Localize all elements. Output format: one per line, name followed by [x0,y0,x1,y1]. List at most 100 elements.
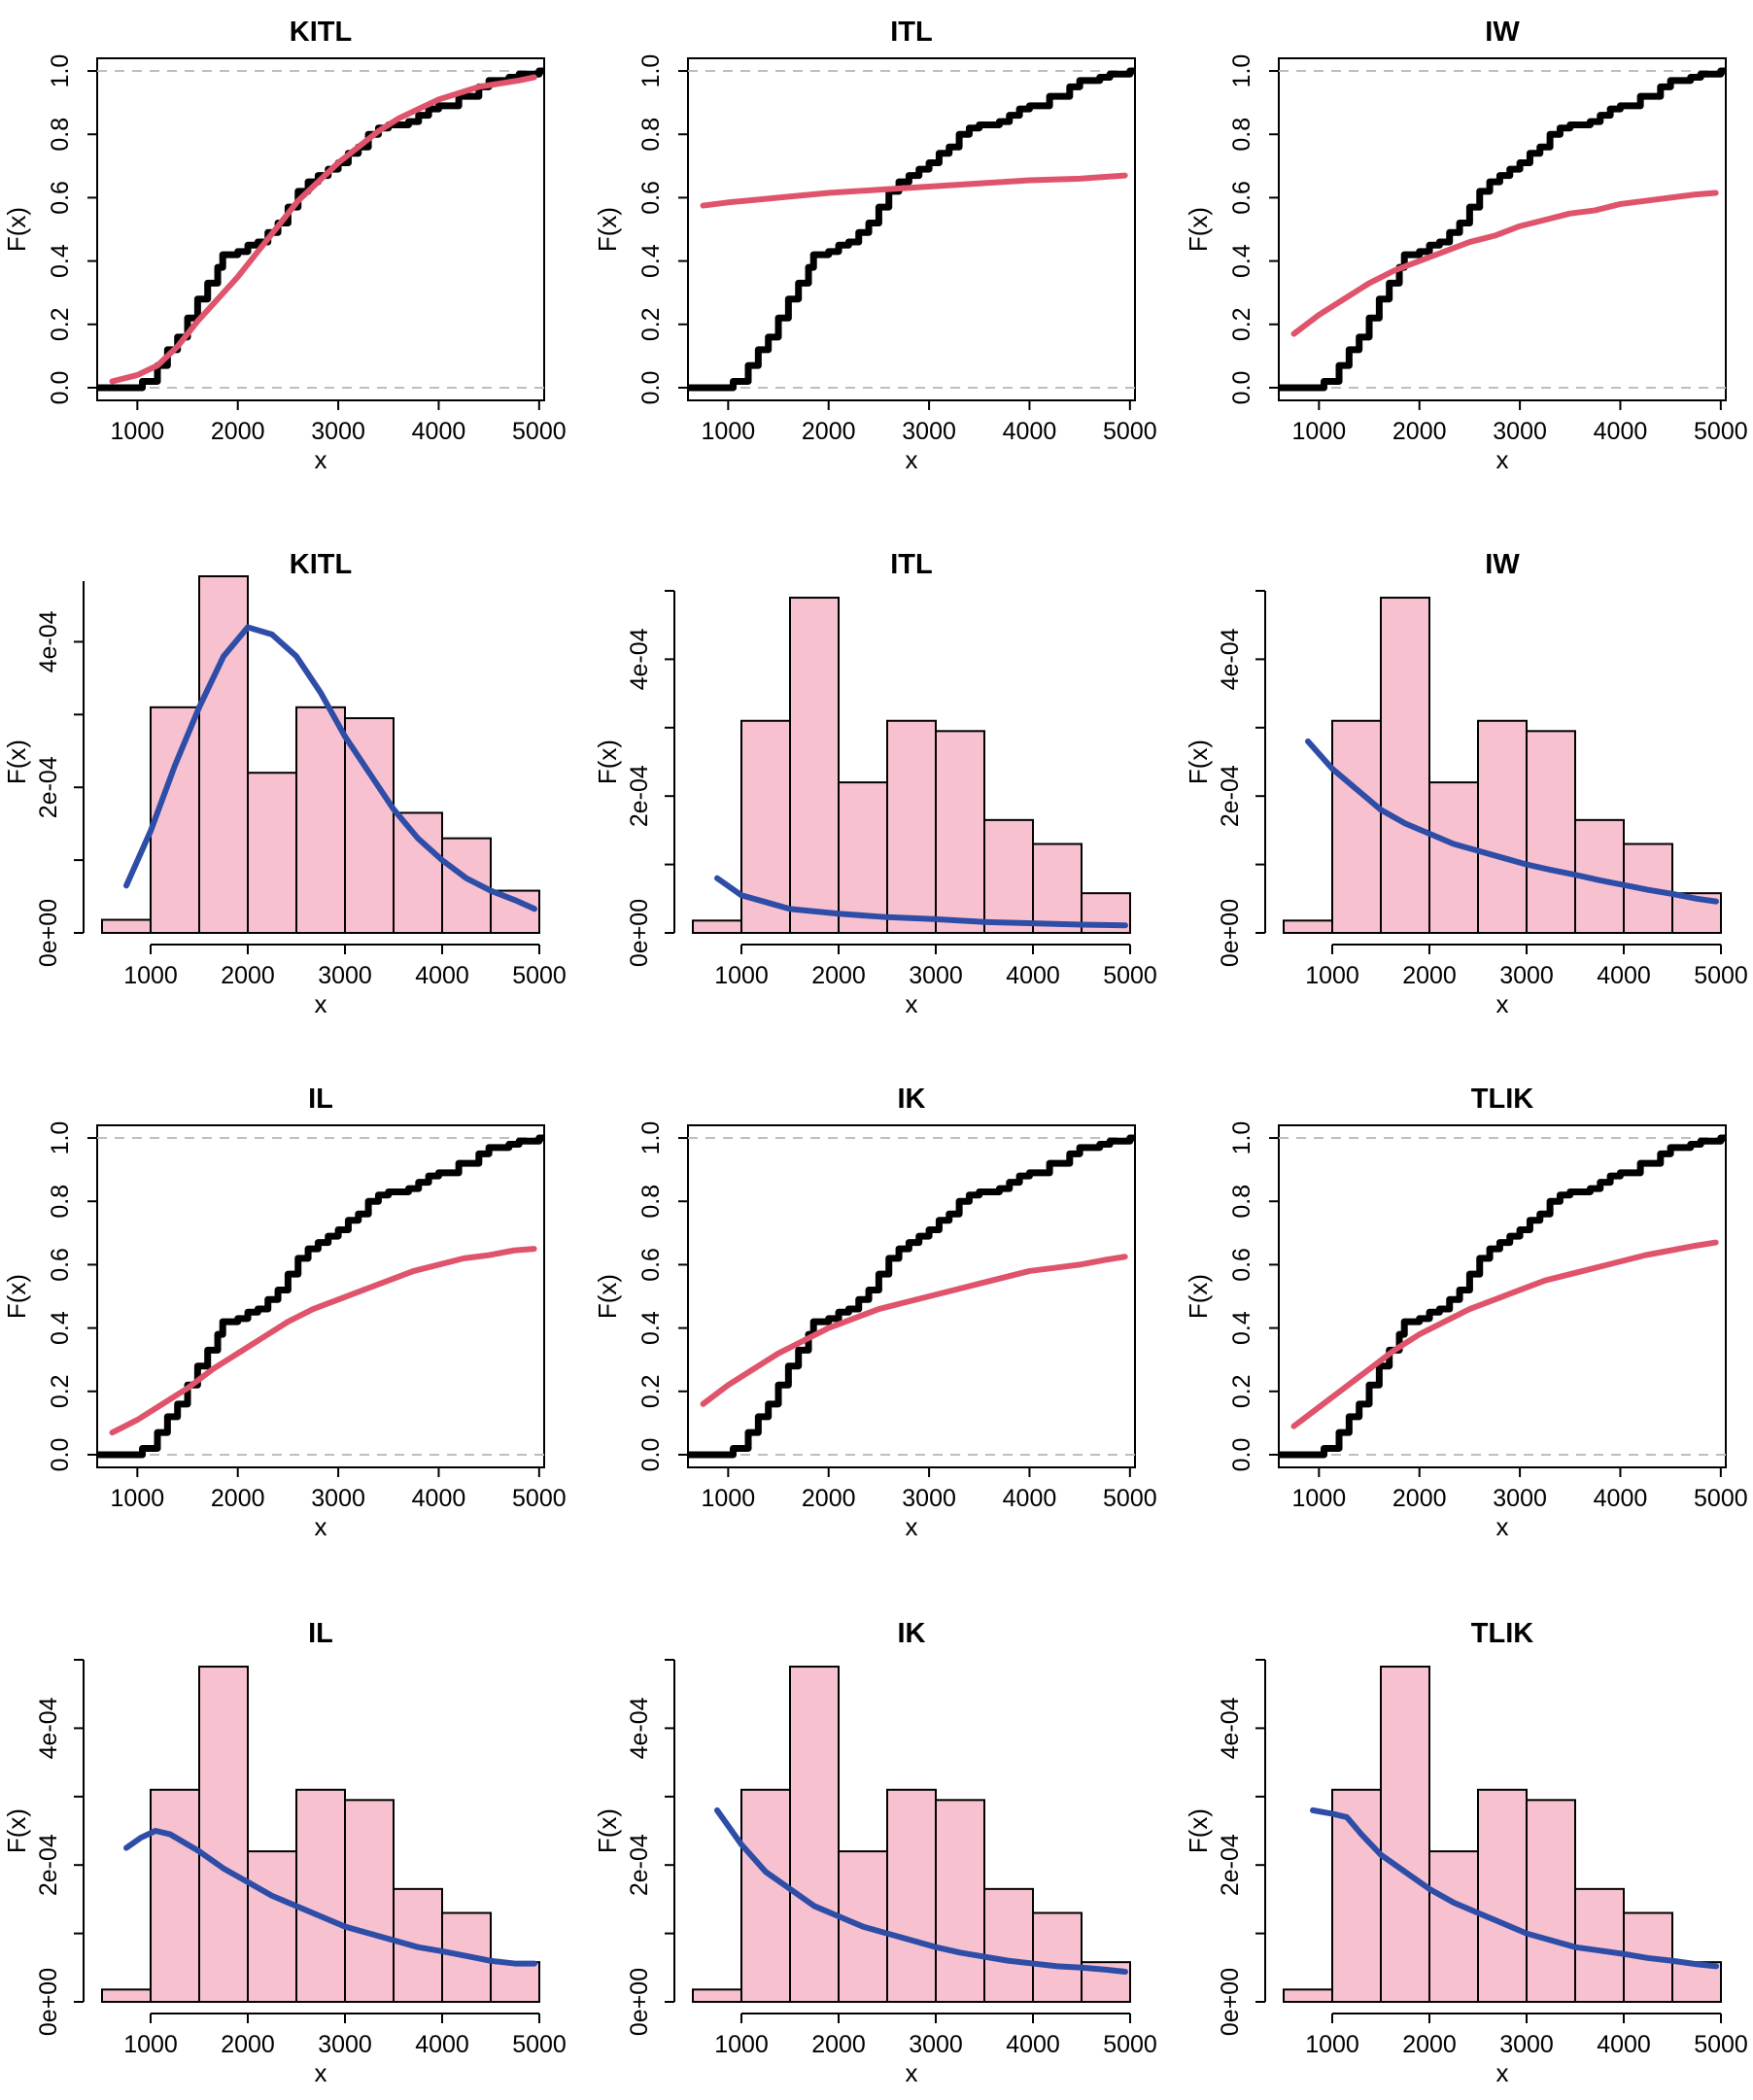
x-tick-label: 1000 [702,1485,756,1512]
y-tick-label: 0.2 [637,1374,665,1408]
empirical-cdf-line [688,67,1135,392]
panel-3-cdf: IW 0.0 0.2 0.4 0.6 0.8 1.0 1000 2000 3000 4000 5000… [1184,17,1748,474]
x-tick-label: 2000 [221,2031,275,2058]
x-tick-label: 3000 [1493,1485,1547,1512]
histogram-bar [692,919,742,935]
y-axis-label: F(x) [1184,207,1213,252]
x-axis-label: x [906,445,918,474]
y-tick-label: 1.0 [1228,1121,1255,1155]
x-tick-label: 1000 [111,1485,165,1512]
plot-box [96,57,545,401]
x-tick-label: 4000 [1594,1485,1648,1512]
empirical-cdf-line [1279,67,1726,392]
y-tick-label: 0e+00 [35,1968,62,2036]
x-tick-label: 3000 [1499,962,1554,989]
x-tick-label: 2000 [1402,2031,1457,2058]
x-axis-label: x [315,445,327,474]
x-tick-label: 4000 [1006,2031,1060,2058]
histogram-bar [1477,719,1528,935]
fitted-pdf-line [1305,738,1719,905]
x-tick-label: 5000 [1694,418,1748,445]
fitted-cdf-line [700,172,1128,209]
x-tick-label: 3000 [311,1485,365,1512]
x-tick-label: 5000 [1103,1485,1157,1512]
y-tick-label: 2e-04 [35,1834,62,1896]
x-tick-label: 5000 [1103,962,1157,989]
x-tick-label: 1000 [123,2031,178,2058]
y-tick-label: 0.2 [1228,1374,1255,1408]
y-tick-label: 0.8 [1228,1185,1255,1219]
fitted-cdf-line [1290,1239,1719,1429]
x-tick-label: 2000 [802,1485,856,1512]
x-tick-label: 2000 [1392,418,1447,445]
plot-box [96,1124,545,1468]
y-tick-label: 0.8 [1228,118,1255,152]
x-tick-label: 3000 [1493,418,1547,445]
histogram-bar [198,1666,249,2004]
panel-title: TLIK [1471,1084,1533,1115]
x-tick-label: 5000 [1694,962,1748,989]
y-axis-label: F(x) [593,207,622,252]
y-tick-label: 0.4 [1228,1311,1255,1345]
panel-6-pdf: IW 0e+00 2e-04 4e-04 1000 2000 3000 4000 5000 x F(… [1184,549,1748,1018]
histogram-bar [935,1799,985,2003]
y-tick-label: 0.8 [637,1185,665,1219]
x-tick-label: 1000 [1305,2031,1359,2058]
histogram-bar [838,781,888,934]
x-tick-label: 2000 [1402,962,1457,989]
y-axis-label: F(x) [1184,1808,1213,1853]
histogram-bar [295,1788,346,2004]
panel-12-pdf: TLIK 0e+00 2e-04 4e-04 1000 2000 3000 4000 5000 x… [1184,1618,1748,2087]
panel-title: ITL [890,17,933,48]
y-tick-label: 0e+00 [35,899,62,967]
y-tick-label: 0.2 [637,307,665,341]
y-axis-label: F(x) [1184,1274,1213,1319]
fitted-cdf-line [109,74,537,385]
y-tick-label: 0.2 [47,1374,74,1408]
y-axis-label: F(x) [2,207,31,252]
x-tick-label: 2000 [811,2031,866,2058]
plot-box [1278,57,1727,401]
histogram-bar [1331,719,1382,935]
plot-box [687,57,1136,401]
empirical-cdf-line [97,67,544,392]
y-tick-label: 1.0 [637,54,665,88]
x-tick-label: 2000 [211,1485,265,1512]
y-tick-label: 1.0 [47,54,74,88]
x-axis-label: x [906,989,918,1018]
y-tick-label: 0.6 [637,1248,665,1282]
plot-box [1278,1124,1727,1468]
y-tick-label: 0e+00 [626,899,653,967]
y-tick-label: 0.4 [637,244,665,278]
x-tick-label: 4000 [415,2031,469,2058]
histogram-bar [789,597,840,934]
x-tick-label: 2000 [802,418,856,445]
x-tick-label: 5000 [512,1485,567,1512]
histogram-bar [740,1788,791,2004]
x-axis-label: x [315,2058,327,2087]
y-tick-label: 0.0 [637,371,665,405]
histogram-bar [1283,1988,1333,2004]
empirical-cdf-line [1279,1134,1726,1459]
histogram-bar [393,811,443,935]
y-tick-label: 0.6 [47,1248,74,1282]
panel-title: TLIK [1471,1618,1533,1649]
y-tick-label: 0e+00 [1217,1968,1244,2036]
panel-1-cdf: KITL 0.0 0.2 0.4 0.6 0.8 1.0 1000 2000 3000 4000 50… [2,17,567,474]
y-tick-label: 4e-04 [35,610,62,672]
histogram-bar [1380,1666,1430,2004]
panel-9-cdf: TLIK 0.0 0.2 0.4 0.6 0.8 1.0 1000 2000 3000 4000 50… [1184,1084,1748,1541]
y-axis-label: F(x) [593,1808,622,1853]
y-tick-label: 0.8 [47,118,74,152]
x-tick-label: 4000 [1003,418,1057,445]
y-tick-label: 0.0 [1228,371,1255,405]
x-tick-label: 5000 [1694,1485,1748,1512]
histogram-bar [247,1850,297,2003]
x-axis-label: x [906,1512,918,1541]
histogram-bar [983,818,1034,935]
histogram-bar [490,889,540,935]
histogram-bar [441,837,492,935]
y-tick-label: 0.2 [47,307,74,341]
